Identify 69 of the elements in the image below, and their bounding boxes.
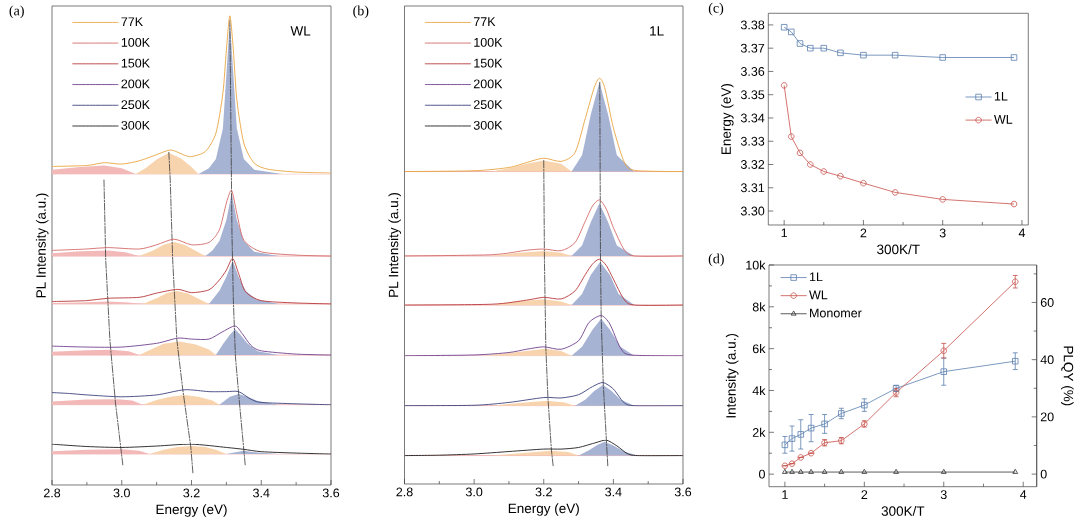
- y2-axis-title: PLQY (%): [1061, 346, 1074, 406]
- legend-label: 200K: [121, 79, 150, 89]
- legend-label: 200K: [473, 79, 503, 89]
- y-tick-label: 3.33: [740, 136, 765, 146]
- y-tick-label: 3.30: [740, 206, 765, 216]
- y2-tick-label: 0: [1040, 469, 1047, 479]
- y-tick-label: 8k: [752, 302, 766, 312]
- x-tick-label: 1: [781, 228, 788, 238]
- y2-tick-label: 20: [1040, 412, 1054, 422]
- legend-label: 250K: [473, 100, 503, 109]
- x-tick-label: 3.2: [183, 488, 200, 498]
- chart-title: (b): [353, 5, 369, 19]
- y-axis-title: PL Intensity (a.u.): [388, 192, 401, 297]
- y2-tick-label: 60: [1040, 298, 1054, 307]
- legend-label: 100K: [121, 37, 150, 47]
- legend-label: WL: [809, 290, 828, 300]
- x-tick-label: 3: [940, 490, 947, 500]
- x-tick-label: 3.4: [253, 488, 270, 498]
- x-tick-label: 2.8: [396, 487, 413, 497]
- y-tick-label: 2k: [752, 427, 766, 437]
- annotation: WL: [290, 26, 311, 36]
- y-tick-label: 0: [759, 469, 765, 479]
- text: 1L: [650, 26, 664, 36]
- x-tick-label: 3.6: [322, 488, 340, 498]
- x-tick-label: 3.6: [674, 487, 692, 497]
- legend-label: 100K: [474, 37, 503, 47]
- legend-label: 1L: [994, 91, 1008, 101]
- y-tick-label: 3.32: [740, 160, 765, 169]
- y-tick-label: 3.38: [740, 20, 765, 30]
- legend-label: 150K: [474, 58, 503, 68]
- legend-label: WL: [994, 115, 1013, 124]
- x-axis-title: Energy (eV): [156, 504, 227, 517]
- y-tick-label: 10k: [746, 260, 766, 270]
- x-tick-label: 2: [860, 228, 867, 238]
- chart-title: (c): [708, 2, 724, 16]
- y-axis-title: Intensity (a.u.): [725, 333, 739, 418]
- x-axis-title: 300K/T: [881, 505, 925, 516]
- y-axis-title: Energy (eV): [720, 83, 734, 155]
- x-axis-title: Energy (eV): [508, 503, 579, 516]
- y-tick-label: 6k: [752, 344, 766, 354]
- chart-title: (a): [9, 5, 24, 19]
- x-tick-label: 2: [861, 490, 868, 499]
- chart-title: (d): [708, 253, 724, 267]
- legend-label: 77K: [473, 17, 496, 26]
- legend-label: 300K: [121, 120, 150, 130]
- y-axis-title: PL Intensity (a.u.): [35, 193, 49, 298]
- legend-label: 150K: [121, 58, 150, 68]
- y-tick-label: 4k: [752, 385, 766, 396]
- y-tick-label: 3.36: [740, 67, 765, 76]
- legend-label: 250K: [121, 100, 150, 110]
- y-tick-label: 3.35: [740, 90, 765, 100]
- x-tick-label: 3: [939, 228, 946, 238]
- legend-label: 1L: [809, 272, 823, 282]
- x-tick-label: 3.0: [465, 487, 483, 497]
- y-tick-label: 3.31: [740, 183, 765, 193]
- x-axis-title: 300K/T: [877, 244, 920, 255]
- x-tick-label: 4: [1020, 490, 1027, 499]
- y2-tick-label: 40: [1040, 355, 1054, 365]
- x-tick-label: 3.0: [113, 488, 130, 498]
- x-tick-label: 2.8: [43, 488, 61, 498]
- y-tick-label: 3.37: [740, 43, 765, 53]
- legend-label: Monomer: [810, 308, 862, 318]
- x-tick-label: 4: [1018, 228, 1026, 238]
- x-tick-label: 3.4: [605, 487, 622, 497]
- legend-label: 77K: [121, 17, 143, 26]
- legend-label: 300K: [473, 120, 503, 130]
- x-tick-label: 1: [782, 490, 788, 499]
- x-tick-label: 3.2: [535, 487, 552, 497]
- y-tick-label: 3.34: [740, 113, 765, 123]
